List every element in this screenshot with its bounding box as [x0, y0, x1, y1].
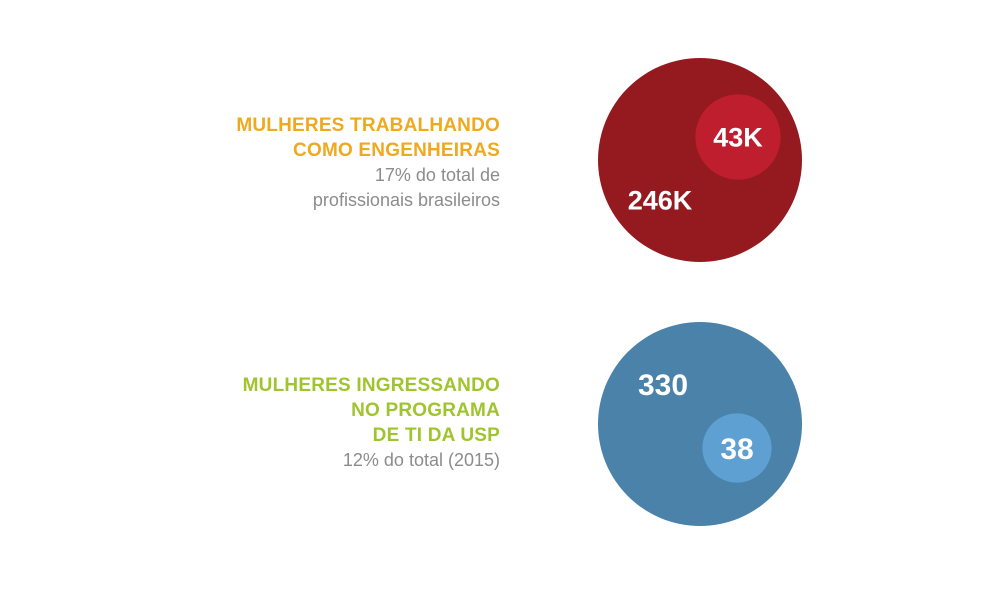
engineers-title-line-1: MULHERES TRABALHANDO — [236, 115, 500, 136]
engineers-text-block: MULHERES TRABALHANDO COMO ENGENHEIRAS 17… — [236, 113, 500, 213]
engineers-subtitle-line-1: 17% do total de — [374, 165, 500, 185]
usp-total-bubble — [598, 322, 802, 526]
usp-part-label: 38 — [720, 433, 753, 466]
engineers-subtitle: 17% do total de profissionais brasileiro… — [236, 163, 500, 213]
engineers-part-bubble — [695, 94, 781, 180]
engineers-title: MULHERES TRABALHANDO COMO ENGENHEIRAS — [236, 113, 500, 163]
engineers-part-label: 43K — [713, 123, 763, 153]
engineers-total-label: 246K — [628, 186, 693, 216]
usp-title: MULHERES INGRESSANDO NO PROGRAMA DE TI D… — [243, 373, 500, 448]
engineers-subtitle-line-2: profissionais brasileiros — [312, 190, 500, 210]
usp-text-block: MULHERES INGRESSANDO NO PROGRAMA DE TI D… — [243, 373, 500, 473]
usp-title-line-3: DE TI DA USP — [372, 425, 500, 446]
usp-title-line-2: NO PROGRAMA — [351, 400, 500, 421]
usp-subtitle-line-1: 12% do total (2015) — [342, 450, 500, 470]
usp-part-bubble — [702, 413, 772, 483]
usp-subtitle: 12% do total (2015) — [243, 448, 500, 473]
usp-total-label: 330 — [638, 369, 688, 402]
engineers-title-line-2: COMO ENGENHEIRAS — [293, 140, 500, 161]
usp-title-line-1: MULHERES INGRESSANDO — [242, 375, 500, 396]
